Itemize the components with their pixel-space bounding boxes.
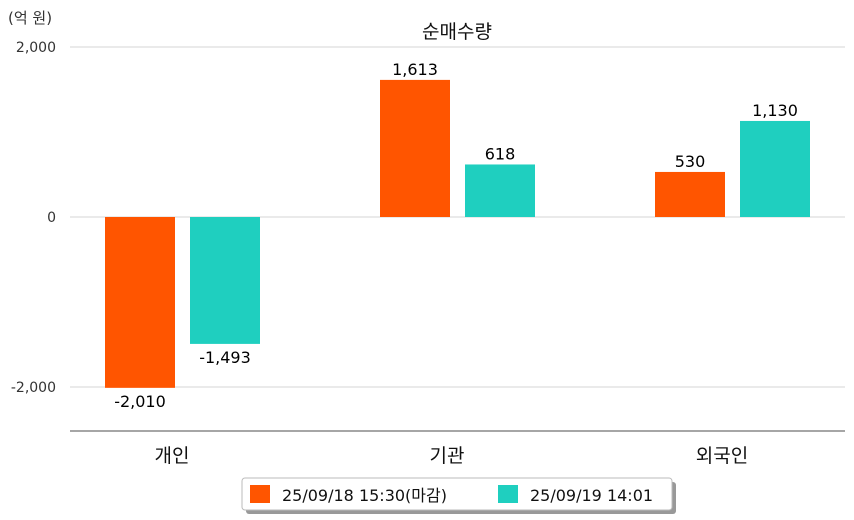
bar-1-외국인: [655, 171, 725, 217]
data-label: 1,613: [392, 60, 438, 79]
data-label: -1,493: [199, 348, 251, 367]
bar-1-기관: [380, 79, 450, 218]
data-label: 1,130: [752, 101, 798, 120]
chart-title: 순매수량: [422, 21, 492, 43]
unit-label: (억 원): [8, 9, 52, 27]
y-tick-label: -2,000: [11, 380, 56, 396]
bar-1-개인: [105, 217, 175, 388]
legend-label-2: 25/09/19 14:01: [530, 486, 653, 505]
data-label: 618: [485, 144, 516, 163]
bar-2-외국인: [740, 120, 810, 217]
x-category-label: 기관: [430, 445, 465, 467]
bar-2-기관: [465, 164, 535, 217]
data-label: 530: [675, 152, 706, 171]
bar-2-개인: [190, 217, 260, 344]
legend-label-1: 25/09/18 15:30(마감): [282, 486, 447, 505]
y-tick-label: 2,000: [16, 40, 56, 56]
legend-swatch-1: [250, 485, 270, 503]
legend-box: [241, 477, 673, 511]
x-category-label: 외국인: [696, 445, 748, 467]
y-tick-label: 0: [47, 210, 56, 226]
legend: 25/09/18 15:30(마감) 25/09/19 14:01: [241, 477, 676, 514]
x-category-label: 개인: [155, 445, 190, 467]
data-label: -2,010: [114, 392, 166, 411]
legend-swatch-2: [498, 485, 518, 503]
